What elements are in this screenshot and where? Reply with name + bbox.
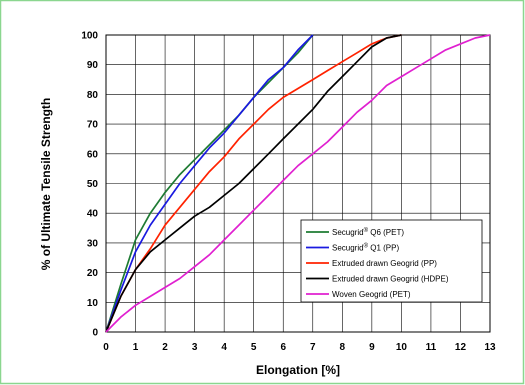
legend-label-main: Extruded drawn Geogrid (PP) bbox=[332, 259, 437, 268]
y-tick-label: 50 bbox=[87, 179, 99, 190]
y-tick-label: 90 bbox=[87, 60, 99, 71]
legend-entry: Extruded drawn Geogrid (HDPE) bbox=[332, 275, 449, 284]
x-tick-label: 3 bbox=[192, 342, 198, 353]
y-axis-title: % of Ultimate Tensile Strength bbox=[39, 98, 53, 270]
x-tick-label: 6 bbox=[280, 342, 286, 353]
y-tick-label: 100 bbox=[81, 31, 98, 42]
x-tick-label: 10 bbox=[396, 342, 408, 353]
series-line-4 bbox=[105, 34, 402, 333]
x-axis-title: Elongation [%] bbox=[256, 363, 340, 377]
x-tick-label: 7 bbox=[310, 342, 316, 353]
series-line-5 bbox=[105, 34, 491, 333]
x-tick-label: 12 bbox=[455, 342, 467, 353]
legend-label-main: Secugrid bbox=[332, 244, 364, 253]
legend-entry: Secugrid® Q6 (PET) bbox=[332, 227, 404, 237]
y-tick-label: 0 bbox=[92, 328, 98, 339]
y-tick-label: 30 bbox=[87, 238, 99, 249]
x-tick-label: 9 bbox=[369, 342, 375, 353]
legend: Secugrid® Q6 (PET)Secugrid® Q1 (PP)Extru… bbox=[300, 219, 483, 303]
y-tick-label: 70 bbox=[87, 120, 99, 131]
y-tick-label: 20 bbox=[87, 268, 99, 279]
x-tick-label: 8 bbox=[340, 342, 346, 353]
x-tick-label: 11 bbox=[426, 342, 437, 353]
legend-entry: Woven Geogrid (PET) bbox=[332, 290, 411, 299]
legend-label-sup: ® bbox=[364, 227, 369, 234]
y-tick-label: 80 bbox=[87, 90, 99, 101]
legend-entry: Secugrid® Q1 (PP) bbox=[332, 243, 399, 253]
y-tick-label: 40 bbox=[87, 209, 99, 220]
x-tick-label: 0 bbox=[103, 342, 109, 353]
series-line-2 bbox=[105, 34, 314, 333]
legend-label-main: Extruded drawn Geogrid (HDPE) bbox=[332, 275, 449, 284]
legend-entry: Extruded drawn Geogrid (PP) bbox=[332, 259, 437, 268]
x-tick-label: 13 bbox=[484, 342, 496, 353]
x-tick-label: 4 bbox=[221, 342, 227, 353]
legend-label-rest: Q1 (PP) bbox=[368, 244, 399, 253]
legend-label-main: Secugrid bbox=[332, 228, 364, 237]
legend-box bbox=[300, 219, 483, 303]
x-tick-label: 5 bbox=[251, 342, 257, 353]
x-tick-label: 2 bbox=[162, 342, 168, 353]
legend-label-main: Woven Geogrid (PET) bbox=[332, 290, 411, 299]
y-tick-label: 60 bbox=[87, 149, 99, 160]
y-tick-label: 10 bbox=[87, 298, 99, 309]
legend-label-rest: Q6 (PET) bbox=[368, 228, 404, 237]
series-line-3 bbox=[105, 34, 402, 333]
x-tick-label: 1 bbox=[133, 342, 139, 353]
series-lines bbox=[105, 34, 491, 333]
legend-label-sup: ® bbox=[364, 243, 369, 250]
